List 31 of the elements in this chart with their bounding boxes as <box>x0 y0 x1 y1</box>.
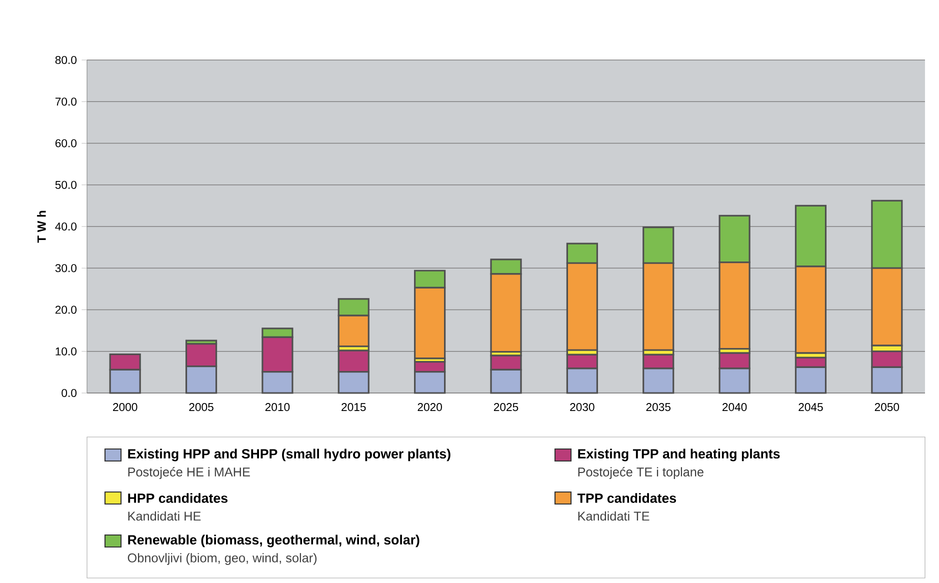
legend-label: Existing HPP and SHPP (small hydro power plants) <box>128 448 450 462</box>
legend-label: HPP candidates <box>128 493 228 503</box>
text: Obnovljivi (biom, geo, wind, solar) <box>128 553 317 565</box>
text: Postojeće TE i toplane <box>578 467 704 479</box>
x-tick-label: 2010 <box>265 403 290 412</box>
x-tick-label: 2045 <box>798 403 823 412</box>
y-tick-label: 40.0 <box>55 222 77 231</box>
legend-label: TPP candidates <box>577 493 676 503</box>
x-tick-label: 2050 <box>874 403 900 412</box>
legend-label: Renewable (biomass, geothermal, wind, solar) <box>128 534 420 548</box>
x-tick-label: 2035 <box>646 403 670 412</box>
y-tick-label: 0.0 <box>62 389 77 398</box>
legend-label: Existing TPP and heating plants <box>578 448 780 462</box>
y-tick-label: 50.0 <box>55 180 77 189</box>
y-axis-title: T W h <box>37 210 46 243</box>
x-tick-label: 2005 <box>189 403 214 412</box>
y-tick-label: 10.0 <box>56 347 77 356</box>
x-tick-label: 2030 <box>570 403 594 412</box>
x-tick-label: 2000 <box>113 403 138 412</box>
y-tick-label: 70.0 <box>55 98 77 106</box>
text: Kandidati TE <box>578 511 650 521</box>
x-tick-label: 2025 <box>494 403 518 412</box>
y-tick-label: 20.0 <box>55 306 77 314</box>
x-tick-label: 2020 <box>418 403 442 412</box>
x-tick-label: 2040 <box>722 403 747 412</box>
y-tick-label: 80.0 <box>55 56 77 64</box>
text: Postojeće HE i MAHE <box>128 467 250 479</box>
y-tick-label: 30.0 <box>55 264 77 272</box>
text: Kandidati HE <box>128 511 201 521</box>
x-tick-label: 2015 <box>342 403 366 412</box>
y-tick-label: 60.0 <box>55 139 77 148</box>
